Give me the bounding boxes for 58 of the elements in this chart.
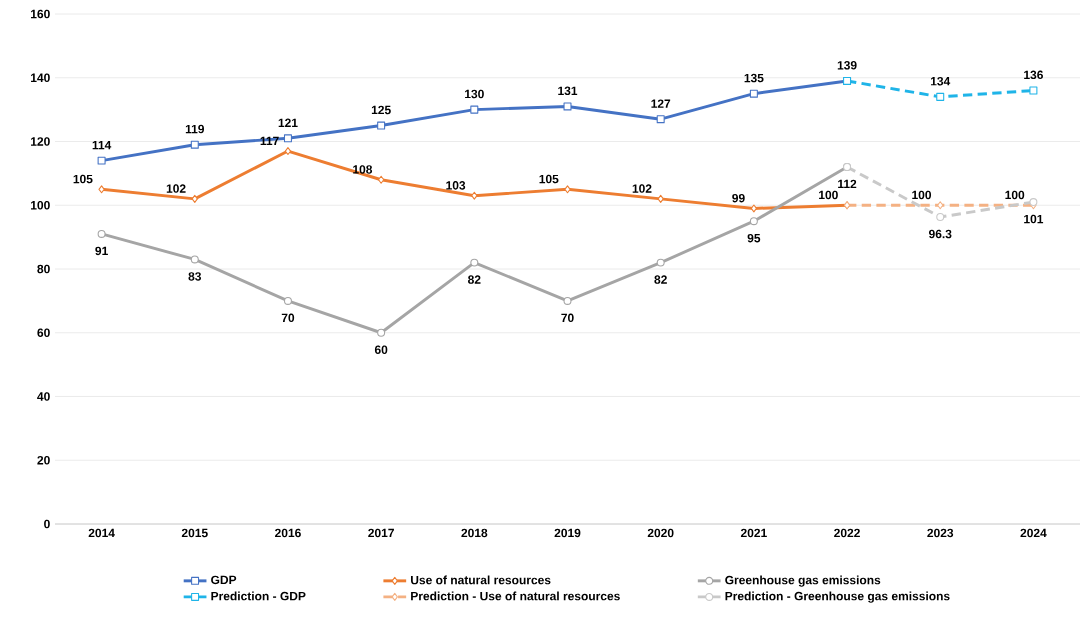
x-tick-label: 2022 [834,528,860,538]
data-label: 102 [632,184,652,193]
y-tick-label: 80 [37,264,50,274]
data-label: 70 [281,313,295,323]
y-tick-label: 60 [37,328,50,338]
data-label: 121 [278,118,298,127]
data-label: 101 [1024,214,1044,224]
data-label: 91 [95,246,108,256]
data-label: 82 [654,275,667,284]
y-tick-label: 40 [37,392,50,401]
x-tick-label: 2014 [88,528,115,538]
legend-label: GDP [211,575,237,585]
data-label: 96.3 [928,229,952,239]
legend-label: Prediction - Use of natural resources [411,591,620,601]
data-label: 108 [353,165,373,174]
data-label: 100 [912,190,932,200]
data-label: 135 [744,73,764,83]
y-tick-label: 120 [31,137,50,146]
data-label: 60 [374,345,388,354]
data-label: 103 [446,181,466,190]
data-label: 100 [819,190,838,200]
data-label: 83 [188,272,202,281]
legend-label: Use of natural resources [411,575,551,585]
data-label: 134 [930,76,951,86]
y-tick-label: 140 [31,73,50,83]
data-label: 119 [185,124,205,134]
data-label: 112 [838,179,857,189]
data-label: 139 [837,61,857,70]
data-label: 99 [732,193,745,203]
y-tick-label: 160 [31,9,50,19]
x-tick-label: 2018 [461,528,488,538]
y-tick-label: 20 [37,456,50,465]
data-label: 95 [747,233,761,243]
data-label: 130 [465,89,484,99]
data-label: 105 [73,174,93,184]
data-label: 125 [371,105,391,115]
y-tick-label: 100 [31,201,50,210]
data-label: 131 [558,86,578,96]
data-label: 114 [92,140,112,150]
data-label: 82 [468,275,481,284]
data-label: 102 [166,184,186,193]
data-label: 70 [561,313,574,323]
y-tick-label: 0 [44,519,50,529]
x-tick-label: 2016 [275,528,301,538]
data-label: 105 [539,174,559,184]
data-label: 127 [651,99,671,108]
data-label: 100 [1005,190,1025,200]
legend-label: Prediction - GDP [211,591,306,601]
x-tick-label: 2020 [647,528,674,538]
x-tick-label: 2015 [181,528,208,538]
x-tick-label: 2019 [554,528,581,538]
legend-label: Prediction - Greenhouse gas emissions [725,591,950,603]
data-label: 136 [1024,70,1043,80]
x-tick-label: 2021 [740,528,767,538]
x-tick-label: 2023 [927,528,954,538]
x-tick-label: 2024 [1020,528,1047,538]
x-tick-label: 2017 [368,528,394,538]
legend-label: Greenhouse gas emissions [725,575,881,587]
